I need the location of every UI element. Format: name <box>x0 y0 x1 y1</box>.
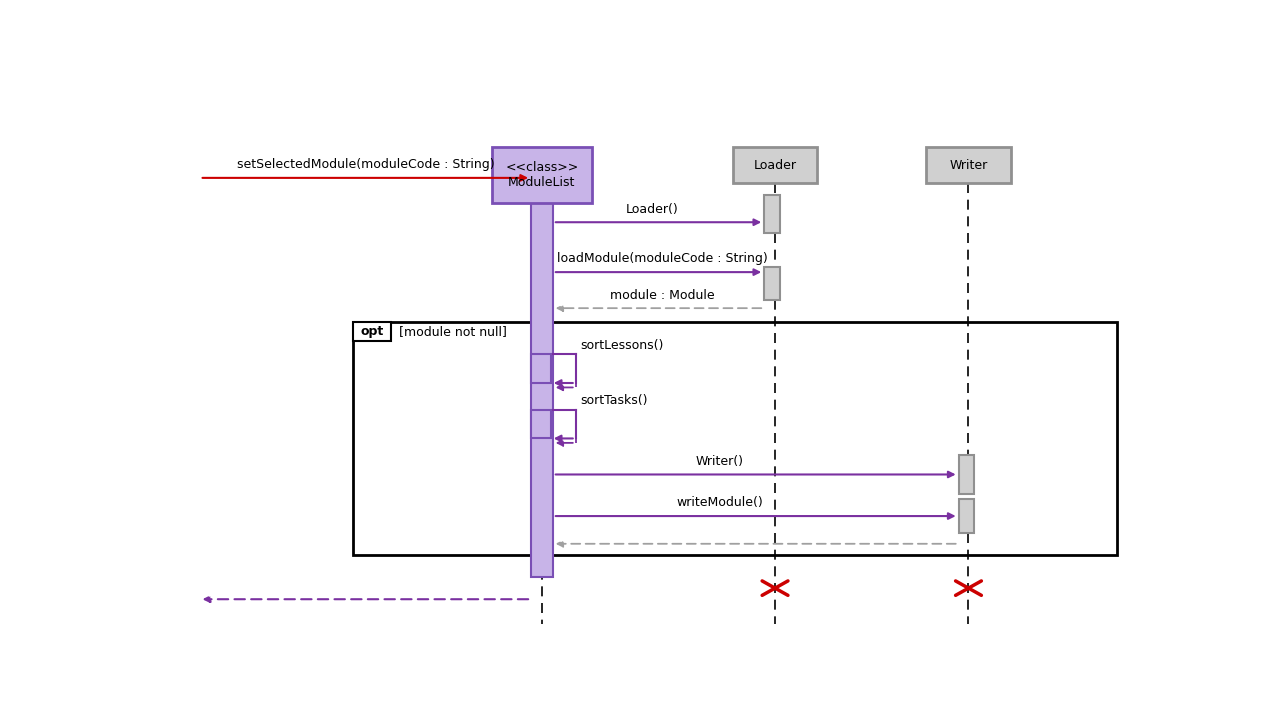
FancyBboxPatch shape <box>531 410 550 438</box>
FancyBboxPatch shape <box>959 500 974 533</box>
Text: Writer: Writer <box>950 159 988 172</box>
Text: Loader(): Loader() <box>626 202 678 215</box>
Text: <<class>>
ModuleList: <<class>> ModuleList <box>506 161 579 189</box>
FancyBboxPatch shape <box>353 322 392 341</box>
Text: sortTasks(): sortTasks() <box>581 395 648 408</box>
FancyBboxPatch shape <box>764 266 780 300</box>
FancyBboxPatch shape <box>531 178 553 577</box>
FancyBboxPatch shape <box>531 354 550 383</box>
Text: opt: opt <box>361 325 384 338</box>
Text: module : Module: module : Module <box>611 289 714 302</box>
Text: loadModule(moduleCode : String): loadModule(moduleCode : String) <box>557 253 768 266</box>
Text: Loader: Loader <box>754 159 796 172</box>
Text: [module not null]: [module not null] <box>399 325 507 338</box>
FancyBboxPatch shape <box>733 148 817 184</box>
FancyBboxPatch shape <box>927 148 1011 184</box>
Text: writeModule(): writeModule() <box>677 496 763 510</box>
Text: setSelectedModule(moduleCode : String): setSelectedModule(moduleCode : String) <box>237 158 494 171</box>
FancyBboxPatch shape <box>764 194 780 233</box>
Text: Writer(): Writer() <box>696 455 744 468</box>
Text: sortLessons(): sortLessons() <box>581 339 664 352</box>
FancyBboxPatch shape <box>959 455 974 494</box>
FancyBboxPatch shape <box>493 148 591 203</box>
